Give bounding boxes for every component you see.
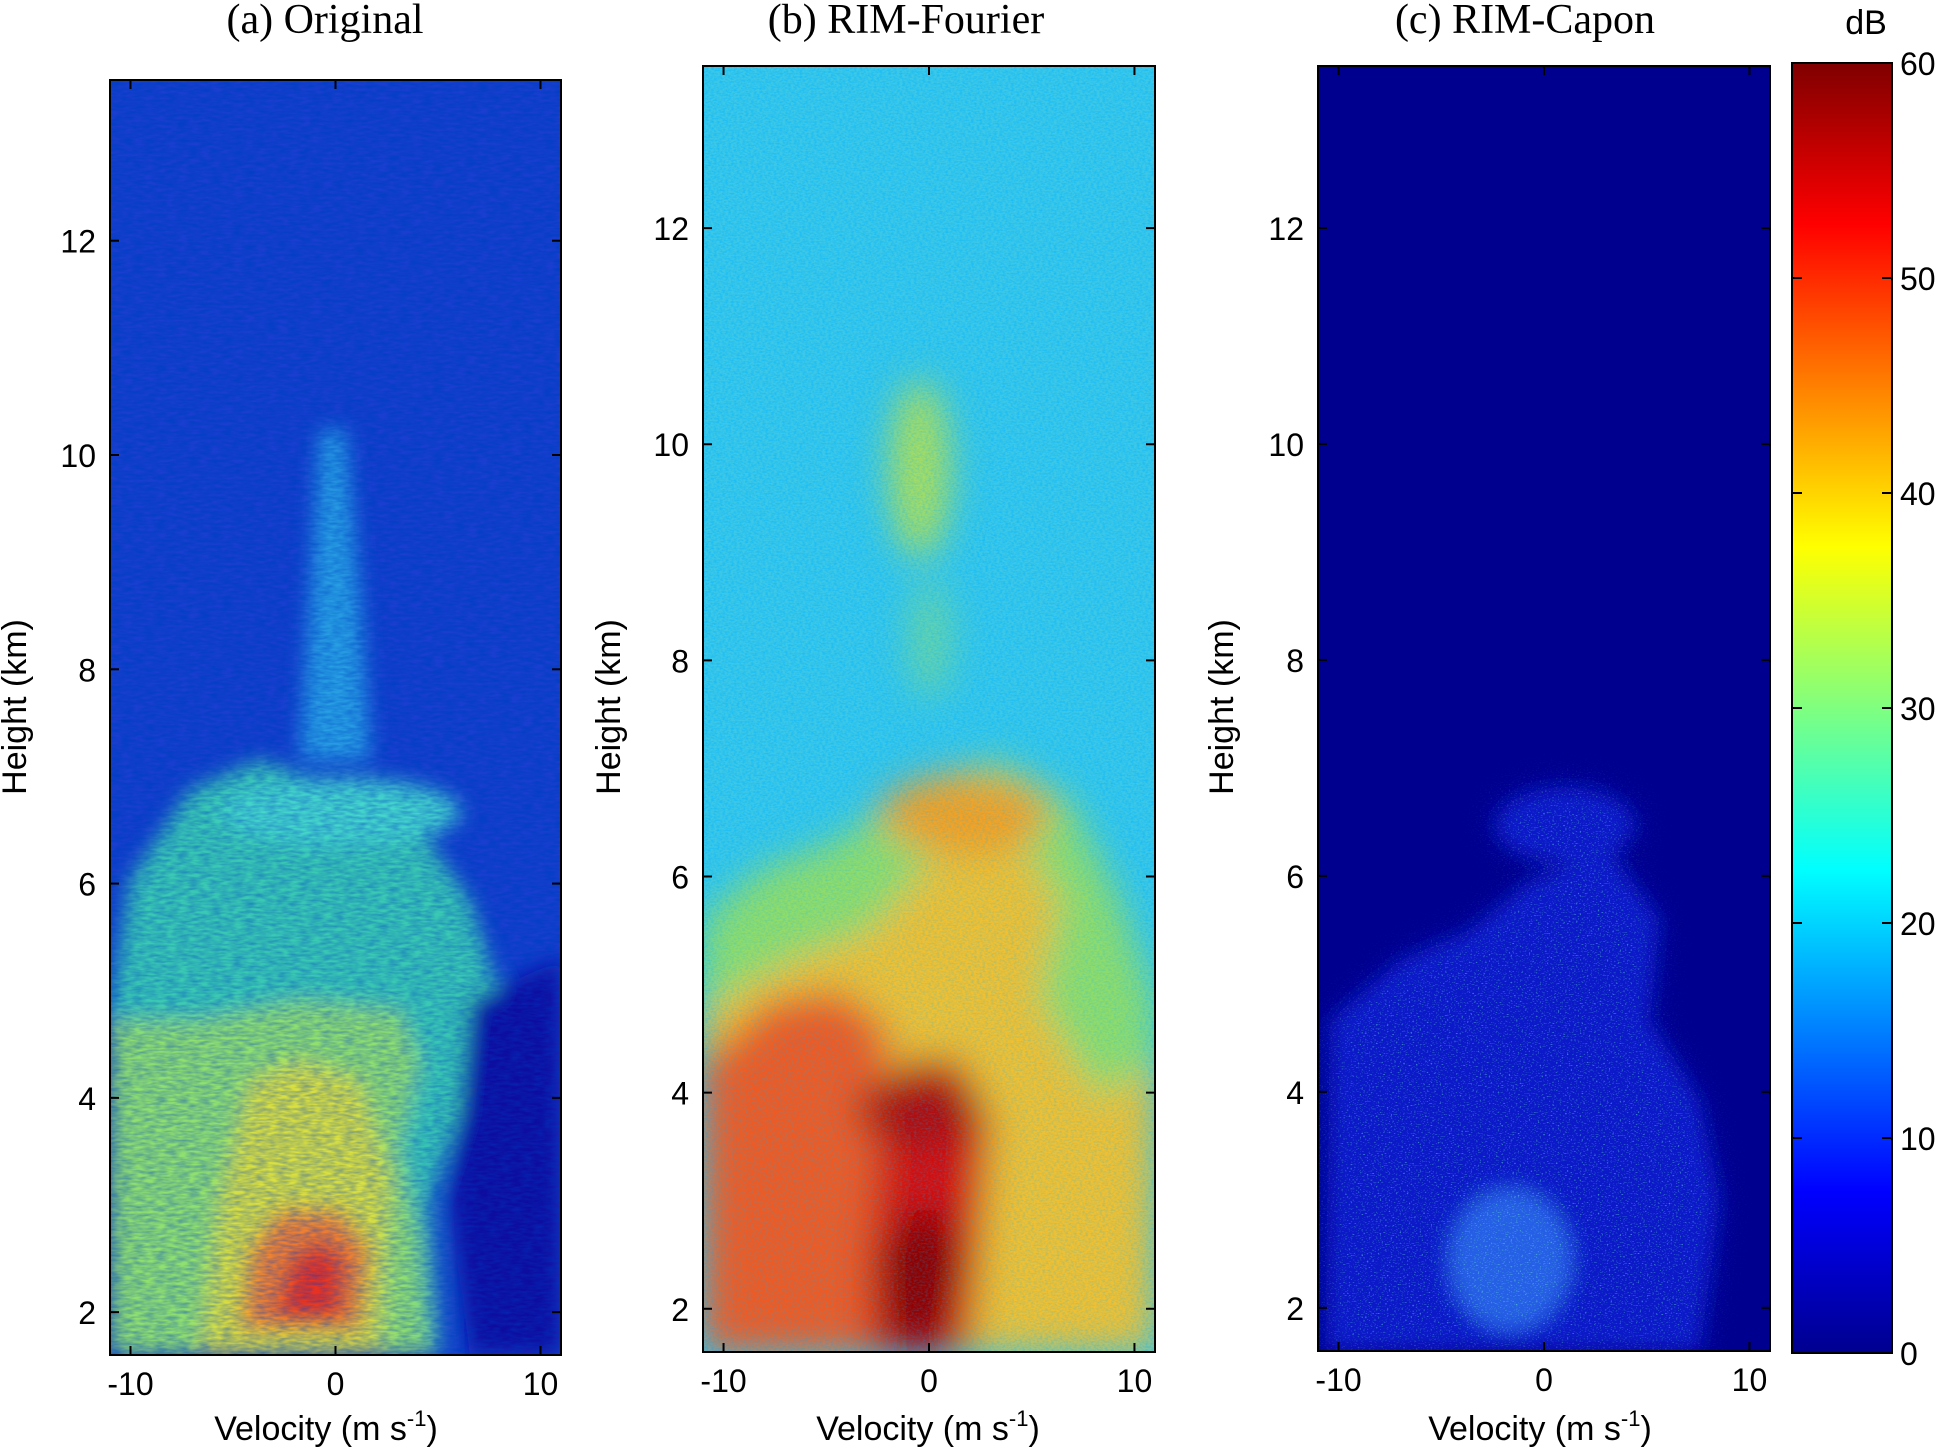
y-tick-labels: 2 4 6 8 10 12 (653, 211, 689, 1328)
y-tick-label: 10 (60, 438, 96, 474)
x-tick-labels: -10 0 10 (700, 1363, 1152, 1399)
x-tick-label: -10 (700, 1363, 746, 1399)
colorbar-unit-label: dB (1845, 4, 1887, 42)
colorbar-gradient (1791, 62, 1893, 1354)
y-tick-label: 6 (78, 867, 96, 903)
y-tick-label: 12 (653, 211, 689, 247)
y-tick-label: 2 (1286, 1291, 1304, 1327)
x-axis-label-superscript: -1 (407, 1406, 427, 1431)
x-axis-label-main: Velocity (m s (816, 1410, 1009, 1448)
y-tick-label: 4 (1286, 1075, 1304, 1111)
y-axis-label: Height (km) (1203, 619, 1241, 795)
panel-title: (a) Original (226, 0, 423, 43)
y-tick-label: 6 (1286, 859, 1304, 895)
y-tick-labels: 2 4 6 8 10 12 (60, 224, 96, 1331)
y-tick-label: 4 (671, 1076, 689, 1112)
x-tick-labels: -10 0 10 (107, 1366, 558, 1402)
y-tick-label: 8 (1286, 643, 1304, 679)
x-axis-label: Velocity (m s-1) (1428, 1406, 1652, 1448)
x-tick-label: 10 (1732, 1362, 1768, 1398)
tick-marks (703, 66, 1155, 1352)
x-axis-label-superscript: -1 (1621, 1406, 1641, 1431)
heatmap-original (110, 80, 561, 1355)
colorbar-ticks: 0 10 20 30 40 50 60 (1792, 46, 1936, 1372)
tick-marks (1318, 66, 1770, 1351)
y-tick-label: 8 (671, 643, 689, 679)
x-tick-label: 10 (1117, 1363, 1153, 1399)
y-axis-label: Height (km) (0, 619, 34, 795)
y-tick-label: 8 (78, 652, 96, 688)
colorbar-tick-label: 20 (1900, 906, 1936, 942)
y-tick-label: 4 (78, 1081, 96, 1117)
x-axis-label: Velocity (m s-1) (214, 1406, 438, 1448)
colorbar-tick-label: 40 (1900, 476, 1936, 512)
x-tick-label: -10 (107, 1366, 153, 1402)
x-tick-label: -10 (1315, 1362, 1361, 1398)
colorbar-tick-label: 30 (1900, 691, 1936, 727)
x-axis-label-main: Velocity (m s (1428, 1410, 1621, 1448)
panel-rim-fourier: (b) RIM-Fourier 2 4 6 8 10 12 -10 0 10 Height (… (590, 0, 1156, 1448)
x-axis-label-close: ) (1028, 1410, 1039, 1448)
y-tick-label: 10 (653, 427, 689, 463)
panel-rim-capon: (c) RIM-Capon 2 4 6 8 10 12 -10 0 10 Height (km… (1203, 0, 1771, 1448)
x-tick-labels: -10 0 10 (1315, 1362, 1767, 1398)
y-tick-label: 12 (1268, 211, 1304, 247)
colorbar-tick-label: 0 (1900, 1336, 1918, 1372)
y-tick-label: 10 (1268, 427, 1304, 463)
colorbar: dB 0 10 20 30 40 50 60 (1791, 4, 1936, 1372)
colorbar-tick-label: 60 (1900, 46, 1936, 82)
panel-original: (a) Original 2 4 6 8 10 12 -10 0 10 Height (km)… (0, 0, 562, 1448)
x-axis-label-close: ) (1640, 1410, 1651, 1448)
x-tick-label: 0 (327, 1366, 345, 1402)
y-axis-label: Height (km) (590, 619, 628, 795)
y-tick-label: 2 (671, 1292, 689, 1328)
x-axis-label: Velocity (m s-1) (816, 1406, 1040, 1448)
tick-marks (110, 80, 561, 1355)
colorbar-tick-label: 50 (1900, 261, 1936, 297)
x-tick-label: 10 (523, 1366, 559, 1402)
x-tick-label: 0 (1535, 1362, 1553, 1398)
y-tick-label: 6 (671, 860, 689, 896)
heatmap-rim-capon (1318, 66, 1770, 1351)
y-tick-label: 2 (78, 1295, 96, 1331)
panel-title: (c) RIM-Capon (1395, 0, 1655, 43)
x-axis-label-superscript: -1 (1009, 1406, 1029, 1431)
heatmap-rim-fourier (703, 66, 1155, 1352)
y-tick-labels: 2 4 6 8 10 12 (1268, 211, 1304, 1327)
speckle-layer (1318, 66, 1770, 1351)
panel-title: (b) RIM-Fourier (768, 0, 1044, 43)
y-tick-label: 12 (60, 224, 96, 260)
x-tick-label: 0 (920, 1363, 938, 1399)
colorbar-tick-label: 10 (1900, 1121, 1936, 1157)
x-axis-label-close: ) (426, 1410, 437, 1448)
x-axis-label-main: Velocity (m s (214, 1410, 407, 1448)
